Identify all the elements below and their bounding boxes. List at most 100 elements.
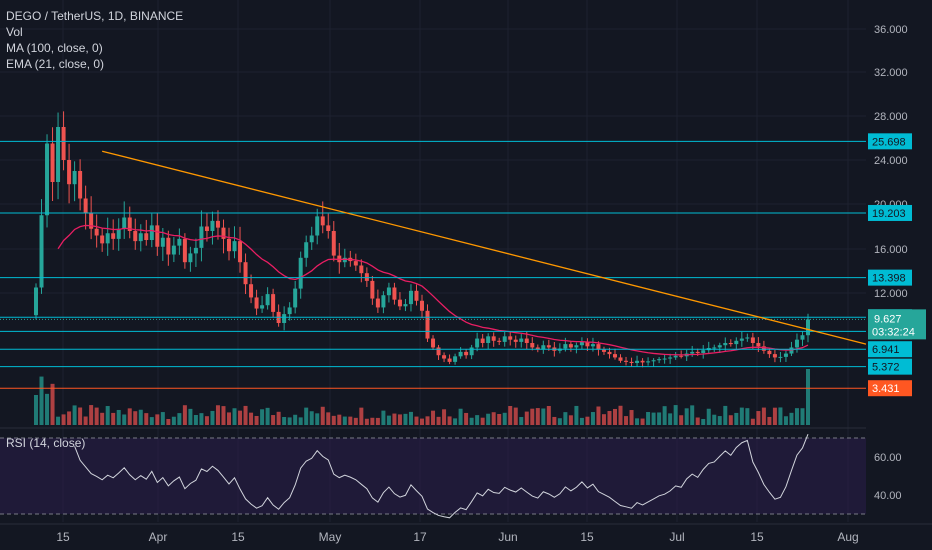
volume-bar — [546, 406, 551, 425]
candle — [601, 346, 606, 355]
volume-bar — [414, 416, 419, 425]
volume-bar — [348, 416, 353, 425]
candle — [254, 289, 259, 316]
volume-bar — [177, 413, 182, 425]
candle-body — [265, 294, 270, 306]
candle — [646, 357, 651, 366]
level-tag-label: 3.431 — [872, 383, 900, 395]
volume-bar — [750, 418, 755, 425]
candle — [232, 226, 237, 259]
volume-bar — [309, 411, 314, 425]
candle — [359, 259, 364, 283]
level-tag-bg — [868, 269, 912, 286]
candle-body — [761, 346, 766, 351]
candle — [127, 206, 132, 239]
level-tag-bg — [868, 380, 912, 397]
candle — [491, 332, 496, 347]
candle — [72, 161, 77, 202]
candle-body — [50, 143, 55, 182]
volume-bars — [34, 369, 810, 425]
volume-bar — [662, 406, 667, 425]
volume-bar — [464, 412, 469, 425]
candle-body — [342, 257, 347, 263]
candle-body — [541, 345, 546, 350]
volume-bar — [552, 416, 557, 425]
volume-bar — [717, 416, 722, 425]
candle-body — [717, 345, 722, 348]
volume-bar — [34, 395, 38, 425]
volume-bar — [635, 418, 640, 425]
candle — [166, 230, 171, 266]
candle-body — [100, 235, 105, 244]
candle-body — [193, 247, 198, 254]
candle-body — [794, 339, 799, 348]
candle-body — [635, 360, 640, 363]
candle-body — [480, 338, 485, 343]
candle-body — [535, 347, 540, 350]
candle — [662, 354, 667, 364]
volume-bar — [712, 414, 717, 425]
volume-bar — [679, 415, 684, 425]
candle-body — [728, 343, 733, 345]
candle — [728, 339, 733, 347]
volume-bar — [155, 414, 160, 425]
candle — [61, 111, 66, 171]
volume-bar — [728, 415, 733, 425]
volume-bar — [579, 417, 584, 425]
volume-bar — [138, 409, 143, 425]
candle-body — [61, 127, 66, 160]
level-tag-label: 25.698 — [872, 136, 906, 148]
candle — [315, 208, 320, 245]
candle — [370, 275, 375, 305]
candle — [464, 348, 469, 359]
candle — [668, 353, 673, 364]
volume-bar — [651, 412, 656, 425]
volume-bar — [458, 408, 463, 425]
candle-body — [673, 355, 678, 358]
candle — [188, 246, 193, 272]
volume-bar — [254, 415, 259, 425]
volume-bar — [585, 416, 590, 425]
candle — [431, 335, 436, 350]
volume-bar — [39, 376, 44, 425]
volume-bar — [425, 416, 430, 425]
candle-body — [397, 299, 402, 307]
candle-body — [789, 347, 794, 354]
candle-body — [767, 350, 772, 355]
volume-bar — [56, 416, 61, 425]
rsi-tick-label: 40.00 — [874, 490, 902, 502]
volume-bar — [320, 406, 325, 425]
price-tick-label: 36.000 — [874, 24, 908, 36]
candle-body — [629, 361, 634, 363]
candle — [723, 337, 728, 351]
candle — [386, 282, 391, 303]
candle — [420, 294, 424, 319]
candle — [408, 284, 413, 312]
level-tag-bg — [868, 341, 912, 358]
candle — [745, 333, 750, 342]
vol-legend: Vol — [6, 25, 23, 39]
volume-bar — [144, 413, 149, 425]
candle — [199, 210, 204, 262]
candle — [160, 228, 165, 261]
candle-body — [271, 294, 276, 312]
volume-bar — [530, 408, 535, 425]
candle-body — [331, 231, 336, 256]
time-axis-bg — [0, 524, 932, 550]
volume-bar — [364, 418, 369, 425]
volume-bar — [304, 407, 309, 425]
volume-bar — [210, 410, 215, 425]
volume-bar — [486, 413, 491, 425]
candle-body — [464, 351, 469, 356]
candle — [502, 331, 507, 347]
chart-legend: DEGO / TetherUS, 1D, BINANCE Vol MA (100… — [6, 8, 183, 72]
volume-bar — [420, 418, 424, 425]
candle — [375, 289, 380, 313]
candle — [210, 211, 215, 245]
candle-body — [171, 245, 176, 255]
candle — [138, 224, 143, 252]
candle-body — [458, 351, 463, 357]
candle — [83, 185, 88, 230]
candle-body — [613, 354, 617, 358]
